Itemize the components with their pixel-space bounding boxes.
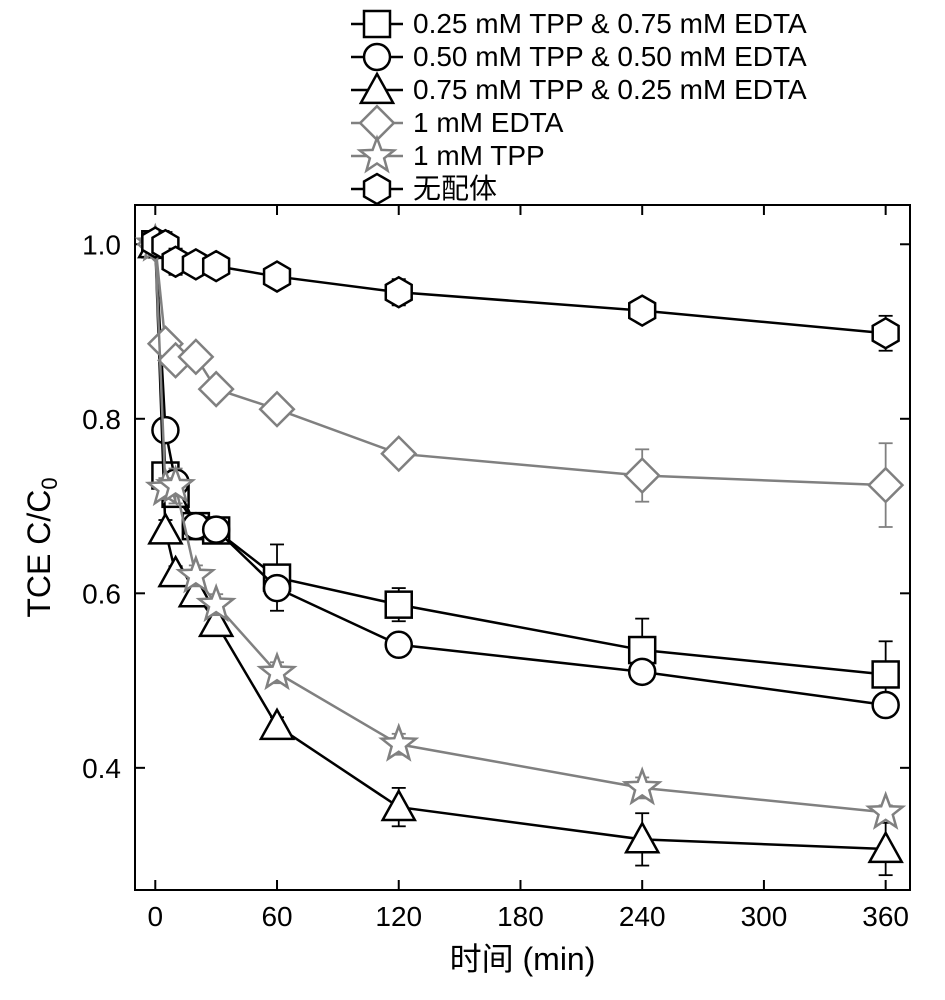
x-tick-label: 60 [261, 901, 292, 932]
x-tick-label: 0 [147, 901, 163, 932]
legend-item: 0.75 mM TPP & 0.25 mM EDTA [351, 74, 807, 105]
x-axis-label: 时间 (min) [450, 941, 596, 977]
hexagon-marker [264, 262, 290, 292]
triangle-marker [261, 710, 293, 739]
x-tick-label: 180 [497, 901, 544, 932]
star-marker [360, 138, 394, 171]
series-s5 [138, 226, 903, 827]
y-tick-label: 0.4 [82, 753, 121, 784]
legend-label: 1 mM EDTA [413, 107, 564, 138]
series-line [155, 244, 885, 674]
x-tick-label: 360 [862, 901, 909, 932]
tce-degradation-chart: 0 60 120 180 240 300 360 0.4 0.6 0.8 1.0 时间 (min) TC… [0, 0, 945, 1000]
series-line [155, 244, 885, 849]
circle-marker [386, 632, 412, 658]
series-s1 [142, 231, 898, 707]
legend-label: 无配体 [413, 173, 497, 204]
square-marker [364, 11, 390, 37]
diamond-marker [625, 459, 659, 493]
circle-marker [152, 417, 178, 443]
y-tick-label: 0.8 [82, 404, 121, 435]
square-marker [873, 661, 899, 687]
x-tick-label: 300 [741, 901, 788, 932]
hexagon-marker [364, 174, 390, 204]
circle-marker [873, 692, 899, 718]
legend-label: 1 mM TPP [413, 140, 545, 171]
x-tick-label: 240 [619, 901, 666, 932]
series-line [155, 243, 885, 334]
hexagon-marker [629, 296, 655, 326]
series-s2 [142, 231, 898, 718]
hexagon-marker [386, 277, 412, 307]
y-tick-label: 0.6 [82, 578, 121, 609]
hexagon-marker [873, 318, 899, 348]
diamond-marker [382, 437, 416, 471]
square-marker [386, 592, 412, 618]
legend-item: 0.50 mM TPP & 0.50 mM EDTA [351, 41, 807, 72]
triangle-marker [361, 74, 393, 103]
triangle-marker [149, 514, 181, 543]
series-s6 [142, 228, 898, 351]
hexagon-marker [203, 251, 229, 281]
legend-item: 0.25 mM TPP & 0.75 mM EDTA [351, 8, 807, 39]
y-axis-label-group: TCE C/C0 [21, 477, 62, 617]
legend-item: 1 mM TPP [351, 138, 545, 171]
y-tick-label: 1.0 [82, 229, 121, 260]
circle-marker [203, 517, 229, 543]
series-line [155, 244, 885, 812]
circle-marker [364, 44, 390, 70]
legend-label: 0.75 mM TPP & 0.25 mM EDTA [413, 74, 807, 105]
legend-label: 0.50 mM TPP & 0.50 mM EDTA [413, 41, 807, 72]
circle-marker [264, 575, 290, 601]
series-line [155, 244, 885, 705]
plot-border [135, 205, 910, 890]
diamond-marker [199, 372, 233, 406]
x-tick-label: 120 [375, 901, 422, 932]
diamond-marker [260, 392, 294, 426]
legend-label: 0.25 mM TPP & 0.75 mM EDTA [413, 8, 807, 39]
circle-marker [629, 659, 655, 685]
y-axis-label: TCE C/C0 [21, 477, 62, 617]
triangle-marker [383, 791, 415, 820]
legend-item: 1 mM EDTA [351, 106, 564, 140]
legend-item: 无配体 [351, 173, 497, 204]
chart-container: 0 60 120 180 240 300 360 0.4 0.6 0.8 1.0 时间 (min) TC… [0, 0, 945, 1000]
diamond-marker [869, 468, 903, 502]
